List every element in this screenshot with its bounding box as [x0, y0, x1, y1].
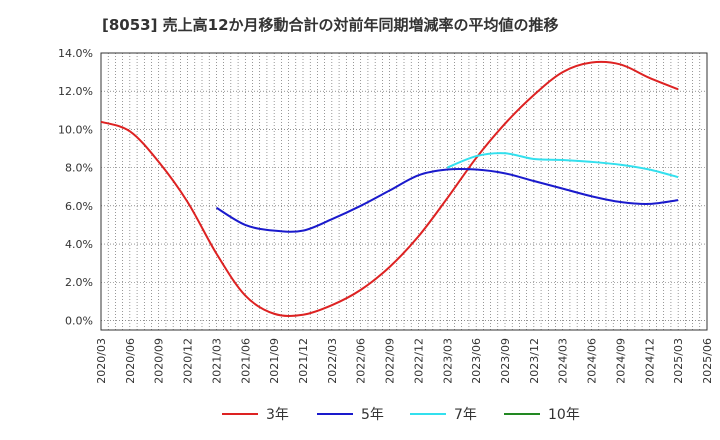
y-tick-label: 14.0% [58, 47, 93, 60]
x-tick-label: 2022/09 [384, 338, 397, 384]
plot-border [100, 52, 708, 331]
y-tick-label: 8.0% [65, 162, 93, 175]
chart-title: [8053] 売上高12か月移動合計の対前年同期増減率の平均値の推移 [102, 16, 559, 34]
legend-label: 5年 [361, 407, 384, 423]
legend-label: 10年 [548, 407, 580, 423]
x-tick-label: 2020/03 [95, 338, 108, 384]
legend-item: 7年 [410, 402, 477, 426]
x-tick-label: 2020/09 [153, 338, 166, 384]
legend-swatch [504, 413, 540, 415]
x-tick-label: 2021/09 [268, 338, 281, 384]
legend-swatch [410, 413, 446, 415]
x-tick-label: 2025/06 [701, 338, 714, 384]
legend-item: 10年 [504, 402, 580, 426]
legend-label: 3年 [266, 407, 289, 423]
x-tick-label: 2023/09 [499, 338, 512, 384]
y-tick-label: 2.0% [65, 276, 93, 289]
legend-item: 3年 [222, 402, 289, 426]
x-tick-label: 2020/12 [182, 338, 195, 384]
x-tick-label: 2023/12 [528, 338, 541, 384]
legend-item: 5年 [317, 402, 384, 426]
y-tick-label: 4.0% [65, 238, 93, 251]
y-tick-label: 12.0% [58, 85, 93, 98]
x-tick-label: 2024/03 [557, 338, 570, 384]
x-tick-label: 2024/09 [614, 338, 627, 384]
x-tick-label: 2023/03 [441, 338, 454, 384]
y-tick-label: 10.0% [58, 123, 93, 136]
legend-label: 7年 [454, 407, 477, 423]
x-tick-label: 2025/03 [672, 338, 685, 384]
x-tick-label: 2021/03 [210, 338, 223, 384]
x-tick-label: 2022/03 [326, 338, 339, 384]
x-tick-label: 2021/06 [239, 338, 252, 384]
y-tick-label: 6.0% [65, 200, 93, 213]
legend-swatch [222, 413, 258, 415]
x-tick-label: 2023/06 [470, 338, 483, 384]
series-line-2 [215, 167, 679, 233]
y-tick-label: 0.0% [65, 314, 93, 327]
series-line-3 [446, 152, 679, 179]
x-tick-label: 2022/12 [412, 338, 425, 384]
chart-legend: 3年 5年 7年 10年 [0, 402, 720, 432]
x-tick-label: 2022/06 [355, 338, 368, 384]
legend-swatch [317, 413, 353, 415]
x-tick-label: 2024/06 [586, 338, 599, 384]
x-tick-label: 2024/12 [643, 338, 656, 384]
x-tick-label: 2020/06 [124, 338, 137, 384]
series-line-1 [100, 60, 679, 317]
x-tick-label: 2021/12 [297, 338, 310, 384]
